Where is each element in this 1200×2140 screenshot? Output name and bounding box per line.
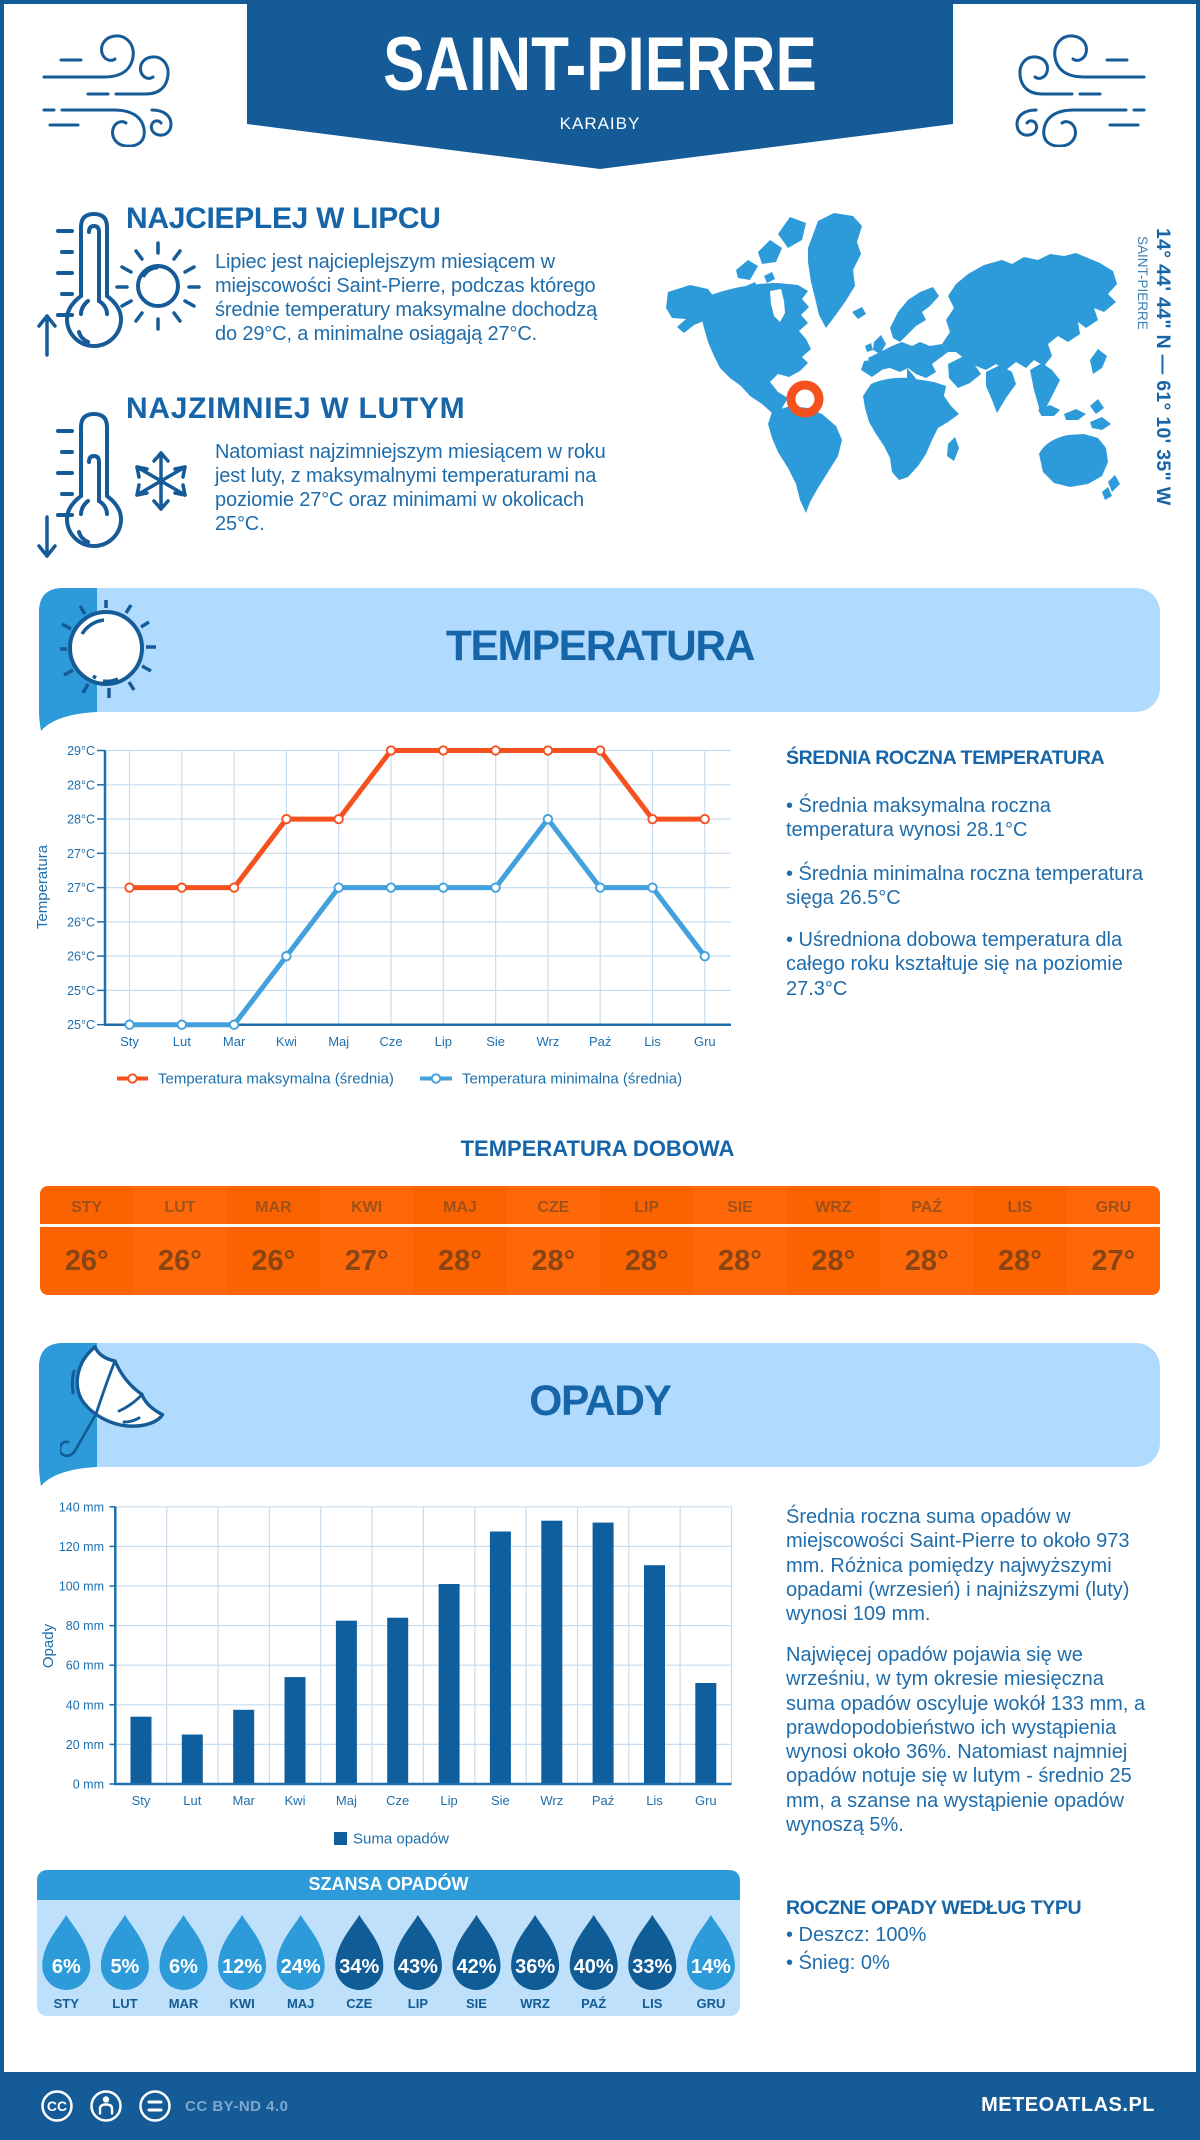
- svg-text:Temperatura minimalna (średnia: Temperatura minimalna (średnia): [462, 1071, 682, 1088]
- svg-text:Gru: Gru: [694, 1034, 716, 1049]
- svg-text:26°C: 26°C: [67, 915, 95, 929]
- svg-text:140 mm: 140 mm: [59, 1500, 104, 1514]
- svg-text:27°C: 27°C: [67, 881, 95, 895]
- svg-text:12%: 12%: [222, 1956, 262, 1978]
- svg-text:Gru: Gru: [695, 1793, 717, 1808]
- svg-text:Paź: Paź: [592, 1793, 614, 1808]
- svg-text:42%: 42%: [456, 1956, 496, 1978]
- svg-text:CC: CC: [47, 2098, 67, 2114]
- svg-text:Sty: Sty: [120, 1034, 139, 1049]
- svg-text:LIS: LIS: [642, 1996, 663, 2010]
- svg-text:25°C: 25°C: [67, 984, 95, 998]
- svg-text:Lut: Lut: [183, 1793, 201, 1808]
- svg-text:26°C: 26°C: [67, 950, 95, 964]
- svg-text:WRZ: WRZ: [520, 1996, 550, 2010]
- svg-text:Mar: Mar: [223, 1034, 246, 1049]
- svg-text:60 mm: 60 mm: [66, 1659, 104, 1673]
- svg-text:Cze: Cze: [386, 1793, 409, 1808]
- svg-text:MAR: MAR: [169, 1996, 199, 2010]
- svg-text:6%: 6%: [52, 1956, 81, 1978]
- svg-text:Mar: Mar: [233, 1793, 256, 1808]
- svg-text:80 mm: 80 mm: [66, 1619, 104, 1633]
- svg-text:Lis: Lis: [644, 1034, 661, 1049]
- svg-text:Kwi: Kwi: [276, 1034, 297, 1049]
- svg-text:33%: 33%: [632, 1956, 672, 1978]
- svg-text:Lip: Lip: [440, 1793, 457, 1808]
- svg-text:Sie: Sie: [491, 1793, 510, 1808]
- svg-text:Sie: Sie: [486, 1034, 505, 1049]
- svg-text:Maj: Maj: [328, 1034, 349, 1049]
- svg-text:6%: 6%: [169, 1956, 198, 1978]
- svg-text:Kwi: Kwi: [285, 1793, 306, 1808]
- svg-text:MAJ: MAJ: [287, 1996, 314, 2010]
- svg-text:29°C: 29°C: [67, 744, 95, 758]
- svg-text:24%: 24%: [281, 1956, 321, 1978]
- svg-text:5%: 5%: [110, 1956, 139, 1978]
- svg-text:27°C: 27°C: [67, 847, 95, 861]
- svg-text:CZE: CZE: [346, 1996, 372, 2010]
- svg-text:28°C: 28°C: [67, 813, 95, 827]
- svg-text:25°C: 25°C: [67, 1018, 95, 1032]
- svg-text:20 mm: 20 mm: [66, 1738, 104, 1752]
- svg-text:LIP: LIP: [408, 1996, 429, 2010]
- svg-text:Sty: Sty: [132, 1793, 151, 1808]
- svg-text:0 mm: 0 mm: [73, 1778, 104, 1792]
- svg-text:14%: 14%: [691, 1956, 731, 1978]
- svg-text:Temperatura maksymalna (średni: Temperatura maksymalna (średnia): [158, 1071, 394, 1088]
- svg-text:Wrz: Wrz: [536, 1034, 559, 1049]
- svg-text:KWI: KWI: [229, 1996, 254, 2010]
- svg-text:34%: 34%: [339, 1956, 379, 1978]
- svg-text:Maj: Maj: [336, 1793, 357, 1808]
- svg-text:120 mm: 120 mm: [59, 1540, 104, 1554]
- svg-text:Opady: Opady: [40, 1623, 57, 1668]
- svg-text:28°C: 28°C: [67, 778, 95, 792]
- svg-text:100 mm: 100 mm: [59, 1580, 104, 1594]
- svg-text:Temperatura: Temperatura: [34, 844, 51, 929]
- svg-text:Lut: Lut: [173, 1034, 191, 1049]
- svg-text:40%: 40%: [574, 1956, 614, 1978]
- svg-text:Lip: Lip: [435, 1034, 452, 1049]
- svg-text:40 mm: 40 mm: [66, 1698, 104, 1712]
- svg-text:43%: 43%: [398, 1956, 438, 1978]
- svg-text:Paź: Paź: [589, 1034, 611, 1049]
- svg-text:GRU: GRU: [696, 1996, 725, 2010]
- svg-text:Cze: Cze: [379, 1034, 402, 1049]
- svg-text:LUT: LUT: [112, 1996, 137, 2010]
- svg-text:SIE: SIE: [466, 1996, 487, 2010]
- svg-text:Lis: Lis: [646, 1793, 663, 1808]
- svg-text:STY: STY: [54, 1996, 80, 2010]
- svg-text:PAŹ: PAŹ: [581, 1996, 606, 2010]
- svg-text:Suma opadów: Suma opadów: [353, 1831, 449, 1848]
- svg-text:36%: 36%: [515, 1956, 555, 1978]
- svg-text:Wrz: Wrz: [540, 1793, 563, 1808]
